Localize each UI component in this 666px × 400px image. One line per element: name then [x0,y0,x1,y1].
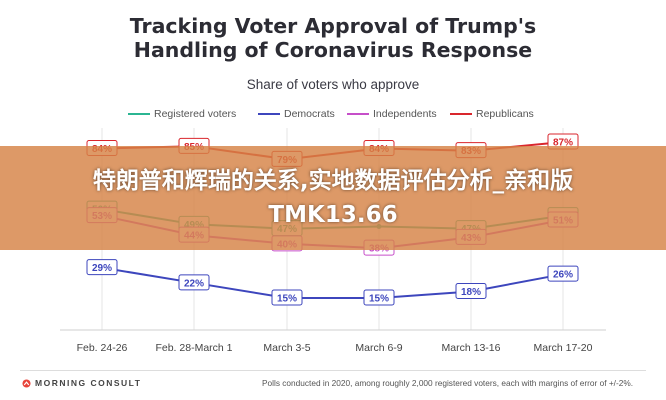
data-label: 15% [369,294,389,305]
x-tick-label: March 17-20 [534,342,593,354]
series-line [101,266,564,299]
legend-item: Republicans [450,108,534,120]
legend-swatch [450,113,472,115]
data-label-box [271,289,303,306]
chart-legend: Registered voters Democrats Independents Re… [0,108,666,124]
overlay-banner-text: 特朗普和辉瑞的关系,实地数据评估分析_亲和版TMK13.66 [92,168,574,228]
data-label-box [455,283,487,299]
chart-title-line-2: Handling of Coronavirus Response [133,38,533,62]
data-label: 22% [184,278,204,289]
chart-title: Tracking Voter Approval of Trump's Handl… [0,14,666,62]
footnote: Polls conducted in 2020, among roughly 2… [262,378,634,388]
x-tick-label: Feb. 28-March 1 [155,342,232,354]
legend-label: Independents [373,108,437,120]
legend-swatch [128,113,150,115]
legend-item: Independents [347,108,437,120]
footer-divider [20,370,646,371]
data-label: 29% [92,263,112,274]
x-tick-label: March 6-9 [355,342,402,354]
chart-title-line-1: Tracking Voter Approval of Trump's [129,14,537,38]
overlay-banner: 特朗普和辉瑞的关系,实地数据评估分析_亲和版TMK13.66 [0,146,666,250]
data-label: 15% [277,294,297,305]
legend-swatch [347,113,369,115]
x-tick-label: March 13-16 [442,342,501,354]
data-label: 26% [553,270,573,281]
data-label: 87% [553,138,573,149]
legend-item: Democrats [258,108,335,120]
x-tick-label: Feb. 24-26 [77,342,128,354]
morning-consult-logo-icon [22,378,31,388]
data-label-box [178,274,210,291]
legend-label: Registered voters [154,108,237,120]
brand-logo: MORNING CONSULT [22,378,141,388]
legend-label: Democrats [284,108,335,120]
data-label-box [86,259,118,276]
chart-subtitle: Share of voters who approve [246,77,420,92]
brand-logo-text: MORNING CONSULT [35,378,142,388]
legend-label: Republicans [476,108,534,120]
x-tick-label: March 3-5 [263,342,310,354]
data-label-box [547,265,579,282]
data-label: 18% [461,287,481,298]
data-label-box [363,289,395,306]
legend-item: Registered voters [128,108,236,120]
legend-swatch [258,113,280,115]
